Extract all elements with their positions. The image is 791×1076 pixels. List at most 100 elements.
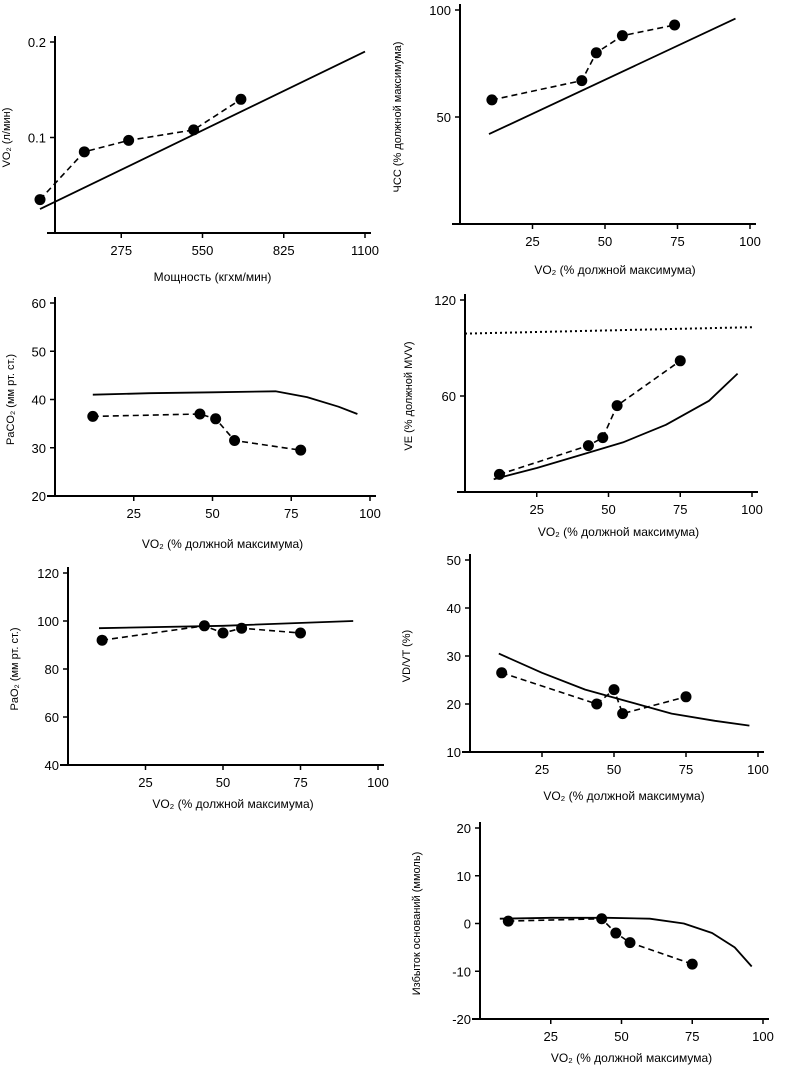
x-tick-label: 25 xyxy=(535,762,549,777)
data-point xyxy=(235,93,247,105)
chart-vo2_power: 275 550 825 1100 0.1 0.2 Мощность (кгхм/мин) VO… xyxy=(1,35,379,284)
y-axis-label: PaCO₂ (мм рт. ст.) xyxy=(5,354,17,445)
chart-hr: 25 50 75 100 50 100 VO₂ (% должной максимума) Ч… xyxy=(392,3,761,277)
y-tick-label: 30 xyxy=(32,441,46,456)
y-axis-label: VD/VT (%) xyxy=(401,630,413,682)
y-tick-label: -10 xyxy=(452,964,471,979)
data-point xyxy=(210,413,222,425)
data-point xyxy=(96,634,108,646)
x-tick-label: 100 xyxy=(752,1029,774,1044)
data-point xyxy=(616,30,628,42)
y-tick-label: 20 xyxy=(32,489,46,504)
data-point xyxy=(680,691,692,703)
data-point xyxy=(596,913,608,925)
y-tick-label: 40 xyxy=(45,758,59,773)
x-tick-label: 50 xyxy=(601,502,615,517)
data-point xyxy=(78,146,90,158)
data-point xyxy=(617,708,629,720)
y-axis-label: PaO₂ (мм рт. ст.) xyxy=(9,627,21,710)
y-axis-label: ЧСС (% должной максимума) xyxy=(392,42,404,193)
y-tick-label: 20 xyxy=(457,821,471,836)
data-point xyxy=(686,958,698,970)
data-point xyxy=(674,355,686,367)
x-axis-label: VO₂ (% должной максимума) xyxy=(551,1051,712,1065)
chart-pao2: 25 50 75 100 40 60 80 100 120 VO₂ (% должной макс… xyxy=(9,566,389,811)
y-tick-label: 100 xyxy=(429,3,451,18)
x-tick-label: 50 xyxy=(216,775,230,790)
y-tick-label: 40 xyxy=(447,601,461,616)
x-axis-label: Мощность (кгхм/мин) xyxy=(154,270,272,284)
y-tick-label: 50 xyxy=(32,344,46,359)
data-point xyxy=(217,627,229,639)
series-line-dotted xyxy=(464,326,753,335)
data-point xyxy=(295,444,307,456)
chart-ve: 25 50 75 100 60 120 VO₂ (% должной максимума) V… xyxy=(403,293,763,539)
y-tick-label: 40 xyxy=(32,393,46,408)
data-point xyxy=(608,684,620,696)
series-line-solid xyxy=(39,50,366,210)
y-tick-label: 0.1 xyxy=(28,131,46,146)
x-axis-label: VO₂ (% должной максимума) xyxy=(534,263,695,277)
y-tick-label: 60 xyxy=(45,710,59,725)
series-line-solid xyxy=(98,620,354,630)
y-tick-label: 50 xyxy=(447,553,461,568)
data-point xyxy=(194,408,206,420)
series-line-dashed xyxy=(491,24,675,101)
data-point xyxy=(590,47,602,59)
chart-paco2: 25 50 75 100 20 30 40 50 60 VO₂ (% должной максим… xyxy=(5,296,381,551)
series-line-dashed xyxy=(39,98,242,201)
x-tick-label: 25 xyxy=(138,775,152,790)
data-point xyxy=(576,75,588,87)
y-tick-label: 60 xyxy=(442,389,456,404)
data-point xyxy=(610,927,622,939)
y-axis-label: VO₂ (л/мин) xyxy=(1,108,13,168)
series-line-solid xyxy=(92,390,358,415)
x-axis-label: VO₂ (% должной максимума) xyxy=(152,797,313,811)
data-point xyxy=(87,410,99,422)
x-tick-label: 50 xyxy=(614,1029,628,1044)
x-tick-label: 75 xyxy=(670,234,684,249)
data-point xyxy=(597,432,609,444)
x-tick-label: 100 xyxy=(359,506,381,521)
y-tick-label: -20 xyxy=(452,1012,471,1027)
y-tick-label: 120 xyxy=(37,566,59,581)
y-tick-label: 60 xyxy=(32,296,46,311)
series-line-solid xyxy=(499,916,753,968)
series-line-solid xyxy=(493,372,739,481)
y-tick-label: 10 xyxy=(457,869,471,884)
x-axis-label: VO₂ (% должной максимума) xyxy=(142,537,303,551)
y-tick-label: 120 xyxy=(434,293,456,308)
x-tick-label: 75 xyxy=(679,762,693,777)
x-tick-label: 100 xyxy=(367,775,389,790)
series-line-dashed xyxy=(508,917,693,965)
y-axis-label: Избыток оснований (ммоль) xyxy=(411,852,423,995)
y-tick-label: 80 xyxy=(45,662,59,677)
x-tick-label: 1100 xyxy=(351,243,379,258)
x-tick-label: 550 xyxy=(192,243,214,258)
x-axis-label: VO₂ (% должной максимума) xyxy=(543,789,704,803)
data-point xyxy=(123,134,135,146)
x-tick-label: 25 xyxy=(525,234,539,249)
x-tick-label: 75 xyxy=(673,502,687,517)
x-tick-label: 100 xyxy=(739,234,761,249)
y-tick-label: 0.2 xyxy=(28,35,46,50)
data-point xyxy=(591,698,603,710)
data-point xyxy=(624,937,636,949)
x-tick-label: 75 xyxy=(284,506,298,521)
x-tick-label: 25 xyxy=(544,1029,558,1044)
data-point xyxy=(582,440,594,452)
x-tick-label: 50 xyxy=(598,234,612,249)
x-tick-label: 25 xyxy=(127,506,141,521)
series-line-dashed xyxy=(499,360,681,476)
series-line-solid xyxy=(498,652,750,727)
x-axis-label: VO₂ (% должной максимума) xyxy=(538,525,699,539)
data-point xyxy=(496,667,508,679)
series-line-dashed xyxy=(92,413,301,451)
series-line-solid xyxy=(488,17,736,135)
data-point xyxy=(502,915,514,927)
data-point xyxy=(669,19,681,31)
y-tick-label: 50 xyxy=(437,110,451,125)
chart-be: 25 50 75 100 -20 -10 0 10 20 VO₂ (% должной макси… xyxy=(411,821,774,1065)
x-tick-label: 825 xyxy=(273,243,295,258)
